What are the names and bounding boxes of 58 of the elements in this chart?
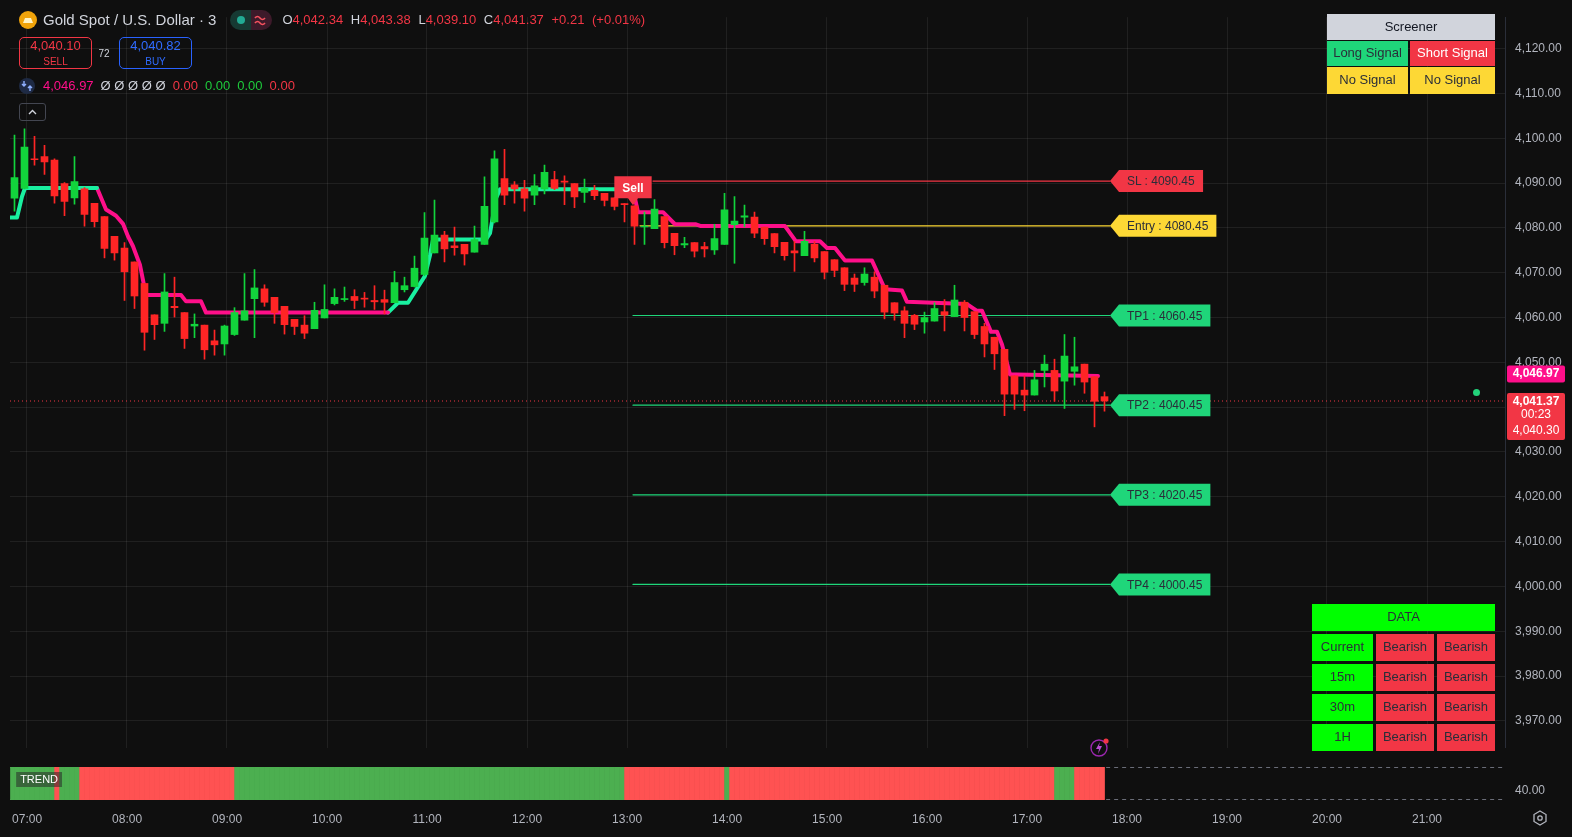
annotation: Bearish	[1443, 699, 1489, 715]
annotation: Bearish	[1382, 729, 1428, 745]
chart-title: Gold Spot / U.S. Dollar · 3	[43, 10, 217, 29]
annotation: Long Signal	[1333, 45, 1402, 61]
annotation: DATA	[1387, 609, 1420, 625]
y-tick-label: 4,060.00	[1515, 309, 1563, 324]
y-tick-label: 4,000.00	[1515, 578, 1563, 593]
annotation: No Signal	[1424, 72, 1481, 88]
annotation: 4,046.97	[43, 77, 94, 94]
y-tick-label: 4,090.00	[1515, 175, 1563, 190]
series-label: TP1 : 4060.45	[1127, 308, 1203, 323]
text: 4,040.30	[1512, 423, 1560, 438]
annotation: 0.00	[237, 77, 263, 94]
annotation: SELL	[43, 55, 68, 67]
y-tick-label: 3,990.00	[1515, 623, 1563, 638]
annotation: Bearish	[1382, 669, 1428, 685]
sell-button: 4,040.10 SELL	[19, 37, 92, 69]
annotation: Bearish	[1382, 639, 1428, 655]
y-tick-label: 4,030.00	[1515, 444, 1563, 459]
text: O4,042.34 H4,043.38 L4,039.10 C4,041.37 +0.21 (+0.01%)	[282, 11, 646, 27]
series-label: TP4 : 4000.45	[1127, 577, 1203, 592]
series-label: SL : 4090.45	[1127, 174, 1195, 189]
ref-line-label: 4,041.37	[1512, 394, 1560, 409]
annotation: Bearish	[1443, 639, 1489, 655]
annotation: Screener	[1384, 18, 1438, 35]
annotation: Current	[1320, 639, 1365, 655]
annotation: 15m	[1329, 669, 1356, 685]
annotation: 4,040.10	[30, 38, 81, 54]
y-tick-label: 3,980.00	[1515, 668, 1563, 683]
annotation: 1H	[1334, 729, 1351, 745]
buy-button: 4,040.82 BUY	[119, 37, 192, 69]
y-tick-label: 4,080.00	[1515, 220, 1563, 235]
annotation: BUY	[145, 55, 166, 67]
series-label: TP3 : 4020.45	[1127, 488, 1203, 503]
text: 00:23	[1520, 407, 1552, 422]
annotation: Ø Ø Ø Ø Ø	[100, 77, 166, 94]
y-tick-label: 4,020.00	[1515, 489, 1563, 504]
series-label: TP2 : 4040.45	[1127, 398, 1203, 413]
y-tick-label: 4,110.00	[1515, 85, 1562, 100]
y-tick-label: 4,010.00	[1515, 533, 1563, 548]
annotation: 30m	[1329, 699, 1356, 715]
annotation: No Signal	[1339, 72, 1396, 88]
text: 4,046.97	[1507, 365, 1565, 383]
y-tick-label: 3,970.00	[1515, 713, 1563, 728]
annotation: 0.00	[269, 77, 295, 94]
annotation: Bearish	[1443, 729, 1489, 745]
y-tick-label: 4,100.00	[1515, 130, 1563, 145]
annotation: 72	[98, 47, 110, 59]
annotation: 0.00	[172, 77, 198, 94]
y-tick-label: 4,070.00	[1515, 265, 1563, 279]
annotation: Bearish	[1382, 699, 1428, 715]
annotation: Sell	[622, 180, 644, 195]
annotation: Bearish	[1443, 669, 1489, 685]
annotation: Short Signal	[1417, 45, 1488, 61]
y-tick-label: 4,120.00	[1515, 40, 1563, 55]
series-label: Entry : 4080.45	[1127, 219, 1209, 234]
annotation: 0.00	[204, 77, 231, 94]
annotation: 4,040.82	[130, 38, 181, 54]
